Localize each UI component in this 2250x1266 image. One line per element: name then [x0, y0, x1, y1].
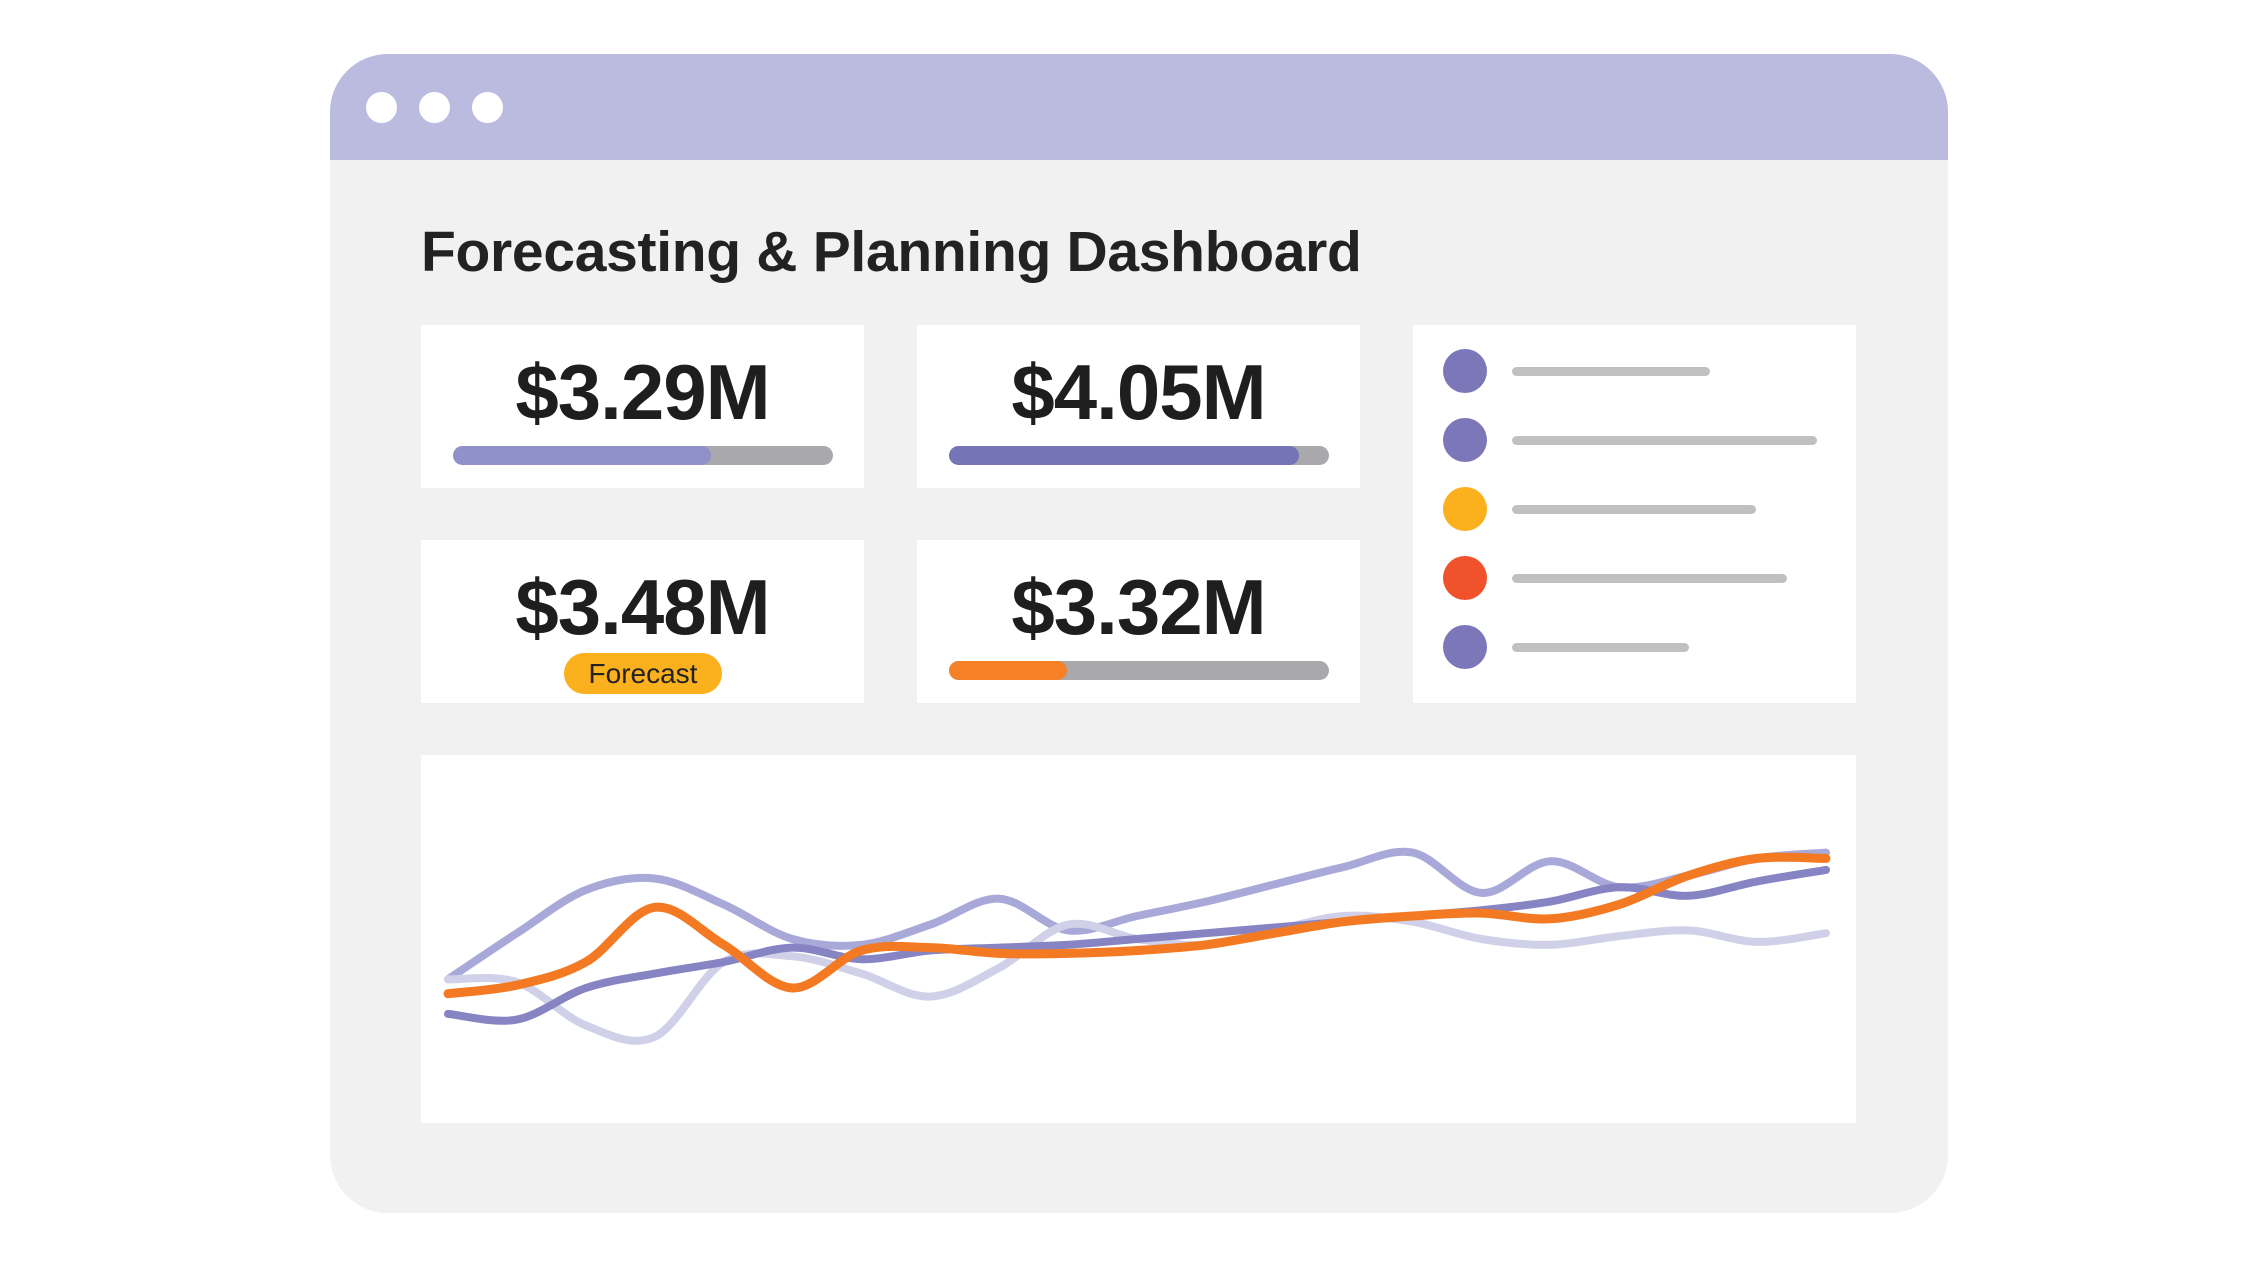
kpi-value: $4.05M	[1011, 348, 1266, 436]
window-title-bar	[330, 54, 1948, 160]
legend-dot-icon	[1443, 625, 1487, 669]
page-title: Forecasting & Planning Dashboard	[421, 220, 1362, 284]
kpi-value: $3.29M	[515, 348, 770, 436]
legend-dot-icon	[1443, 349, 1487, 393]
progress-bar-fill	[453, 446, 712, 465]
window-dot-icon[interactable]	[472, 92, 503, 123]
kpi-card[interactable]: $3.48M Forecast	[421, 540, 864, 703]
forecast-badge: Forecast	[564, 653, 722, 694]
legend-dot-icon	[1443, 556, 1487, 600]
legend-dot-icon	[1443, 487, 1487, 531]
legend-label-placeholder	[1512, 574, 1787, 583]
legend-label-placeholder	[1512, 643, 1689, 652]
legend-label-placeholder	[1512, 436, 1817, 445]
kpi-card[interactable]: $3.29M	[421, 325, 864, 488]
series-line-3[interactable]	[444, 865, 1830, 1025]
series-line-2[interactable]	[444, 911, 1830, 1045]
progress-bar	[949, 446, 1329, 465]
progress-bar-fill	[949, 446, 1299, 465]
chart-canvas	[443, 847, 1831, 1045]
line-chart[interactable]	[421, 755, 1856, 1123]
legend-dot-icon	[1443, 418, 1487, 462]
window-dot-icon[interactable]	[366, 92, 397, 123]
kpi-value: $3.48M	[515, 563, 770, 651]
progress-bar-fill	[949, 661, 1067, 680]
progress-bar	[453, 446, 833, 465]
kpi-value: $3.32M	[1011, 563, 1266, 651]
kpi-card[interactable]: $4.05M	[917, 325, 1360, 488]
legend-label-placeholder	[1512, 367, 1711, 376]
series-line-4[interactable]	[443, 852, 1831, 999]
progress-bar	[949, 661, 1329, 680]
legend-label-placeholder	[1512, 505, 1756, 514]
kpi-card[interactable]: $3.32M	[917, 540, 1360, 703]
series-line-1[interactable]	[444, 847, 1830, 984]
app-window: Forecasting & Planning Dashboard $3.29M …	[330, 54, 1948, 1213]
legend-card	[1413, 325, 1856, 703]
window-dot-icon[interactable]	[419, 92, 450, 123]
